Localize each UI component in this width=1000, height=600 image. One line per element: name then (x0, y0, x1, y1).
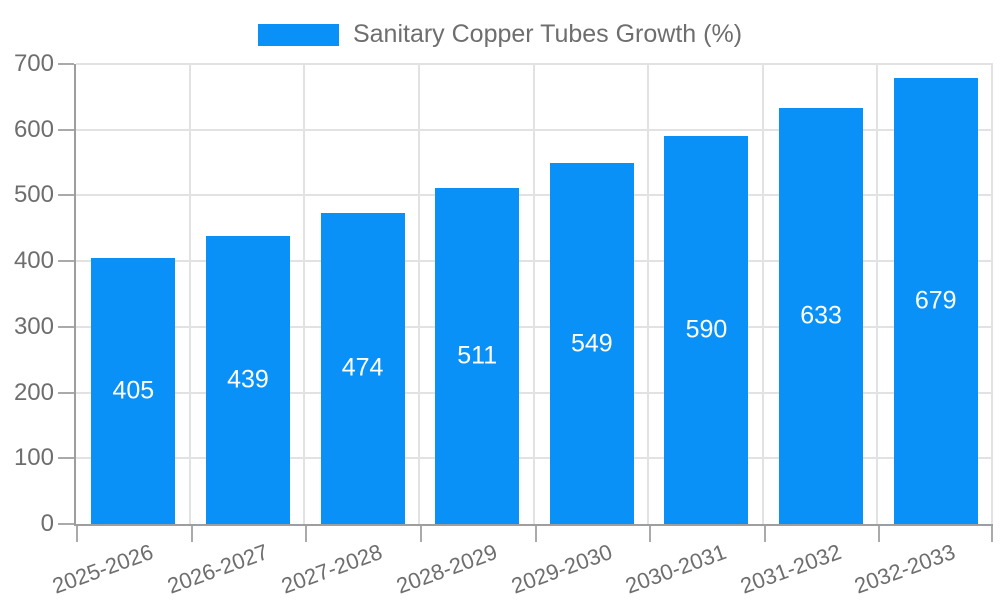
bar: 633 (779, 108, 864, 524)
gridline-vertical (303, 64, 306, 524)
x-axis-tick (419, 526, 422, 542)
gridline-vertical (188, 64, 191, 524)
chart-legend[interactable]: Sanitary Copper Tubes Growth (%) (0, 20, 1000, 49)
y-axis-tick (58, 194, 74, 197)
y-tick-label: 300 (13, 312, 54, 340)
x-axis-tick (76, 526, 78, 542)
bar-value-label: 590 (685, 315, 728, 344)
bar-value-label: 439 (227, 365, 269, 394)
gridline-vertical (417, 64, 420, 524)
x-axis-tick (878, 526, 881, 542)
y-tick-label: 600 (13, 115, 54, 143)
y-axis-tick (58, 63, 74, 65)
bar: 511 (435, 188, 520, 524)
y-axis-tick (58, 260, 74, 263)
plot-area: 0 100 200 300 400 500 600 700 405 2025-2026 439 202… (14, 52, 993, 599)
bar: 474 (320, 212, 405, 524)
bar-value-label: 633 (800, 301, 842, 330)
y-tick-label: 100 (13, 444, 54, 472)
gridline-vertical (532, 64, 535, 524)
gridline-horizontal (76, 260, 993, 263)
y-tick-label: 700 (13, 50, 54, 77)
y-axis-tick (58, 325, 74, 328)
y-tick-label: 500 (13, 181, 54, 209)
gridline-horizontal (76, 391, 993, 394)
bar-value-label: 511 (457, 341, 498, 370)
gridline-horizontal (76, 457, 993, 460)
x-axis-tick (649, 526, 652, 542)
y-tick-label: 200 (13, 378, 54, 406)
gridline-horizontal (76, 63, 993, 65)
y-axis-tick (58, 128, 74, 131)
y-axis-tick (58, 391, 74, 394)
gridline-vertical (647, 64, 650, 524)
gridline-vertical (991, 64, 993, 524)
x-axis-tick (534, 526, 537, 542)
bar: 679 (893, 77, 978, 524)
y-axis-tick (58, 457, 74, 460)
x-axis-tick (763, 526, 766, 542)
x-axis-tick (305, 526, 308, 542)
y-axis-tick (58, 523, 74, 525)
legend-label: Sanitary Copper Tubes Growth (%) (352, 20, 743, 48)
y-tick-label: 0 (40, 510, 54, 537)
bar-value-label: 474 (341, 353, 384, 382)
x-axis-tick (190, 526, 193, 542)
y-tick-label: 400 (13, 247, 54, 275)
gridline-horizontal (76, 128, 993, 131)
bar: 405 (91, 257, 176, 524)
bar: 439 (205, 235, 290, 524)
bar: 590 (664, 136, 749, 524)
bar-value-label: 549 (570, 329, 613, 358)
gridline-horizontal (76, 325, 993, 328)
bar-value-label: 679 (914, 286, 957, 315)
x-axis-tick (991, 526, 993, 542)
gridline-vertical (761, 64, 764, 524)
legend-swatch[interactable] (257, 23, 339, 46)
bar-value-label: 405 (112, 376, 155, 405)
bar: 549 (549, 163, 634, 524)
gridline-horizontal (76, 194, 993, 197)
gridline-vertical (876, 64, 879, 524)
